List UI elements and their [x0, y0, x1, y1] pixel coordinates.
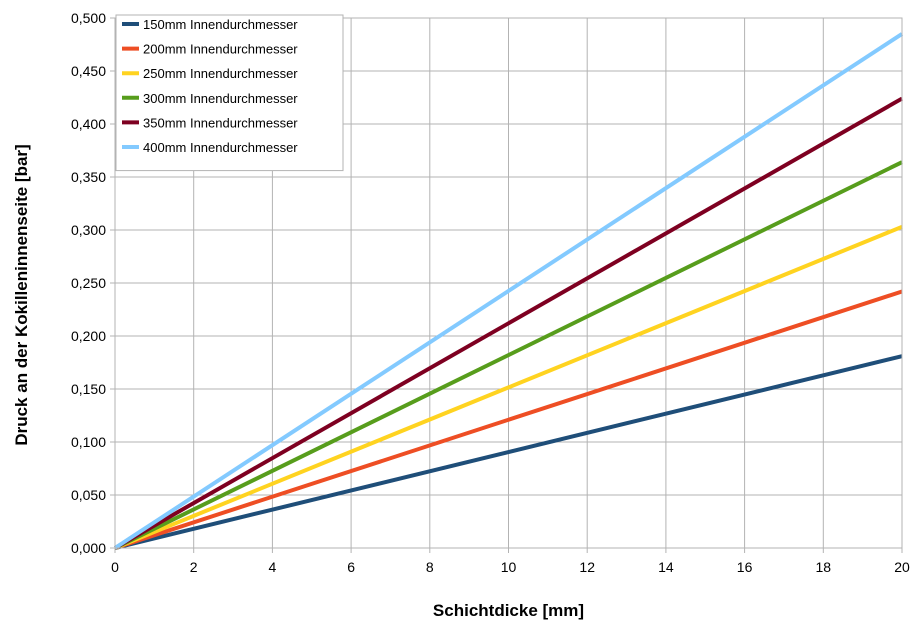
x-tick-label: 14 — [658, 559, 674, 575]
legend-box — [115, 14, 344, 172]
x-axis-title: Schichtdicke [mm] — [433, 601, 584, 620]
x-tick-label: 0 — [111, 559, 119, 575]
y-tick-label: 0,450 — [71, 63, 106, 79]
y-tick-label: 0,000 — [71, 540, 106, 556]
y-axis-title: Druck an der Kokilleninnenseite [bar] — [12, 144, 31, 445]
y-tick-label: 0,150 — [71, 381, 106, 397]
y-tick-label: 0,250 — [71, 275, 106, 291]
legend-entry: 400mm Innendurchmesser — [143, 140, 298, 155]
legend: 150mm Innendurchmesser 200mm Innendurchme… — [115, 14, 344, 172]
x-tick-label: 2 — [190, 559, 198, 575]
series-line-6 — [113, 32, 904, 550]
plot-border — [114, 17, 903, 549]
series-line-3 — [114, 224, 903, 550]
legend-entry: 350mm Innendurchmesser — [143, 115, 298, 130]
x-tick-label: 12 — [579, 559, 595, 575]
legend-entry: 150mm Innendurchmesser — [143, 17, 298, 32]
x-tick-label: 20 — [894, 559, 910, 575]
y-tick-label: 0,350 — [71, 169, 106, 185]
y-tick-label: 0,300 — [71, 222, 106, 238]
series-line-2 — [114, 289, 903, 550]
x-tick-label: 4 — [269, 559, 277, 575]
legend-entry: 250mm Innendurchmesser — [143, 66, 298, 81]
series-line-4 — [114, 160, 903, 550]
axes: 0 2 4 6 8 10 12 14 16 18 20 0,000 0,050 0,100 0,150 0,2… — [71, 10, 910, 575]
y-tick-label: 0,400 — [71, 116, 106, 132]
x-tick-label: 8 — [426, 559, 434, 575]
y-tick-label: 0,100 — [71, 434, 106, 450]
x-tick-label: 18 — [816, 559, 832, 575]
x-tick-label: 16 — [737, 559, 753, 575]
x-tick-label: 10 — [501, 559, 517, 575]
series-line-5 — [114, 96, 903, 550]
legend-entry: 300mm Innendurchmesser — [143, 91, 298, 106]
series-line-1 — [114, 354, 903, 550]
y-tick-label: 0,050 — [71, 487, 106, 503]
x-tick-label: 6 — [347, 559, 355, 575]
legend-entry: 200mm Innendurchmesser — [143, 42, 298, 57]
y-tick-label: 0,500 — [71, 10, 106, 26]
series-lines — [113, 32, 904, 550]
y-tick-label: 0,200 — [71, 328, 106, 344]
